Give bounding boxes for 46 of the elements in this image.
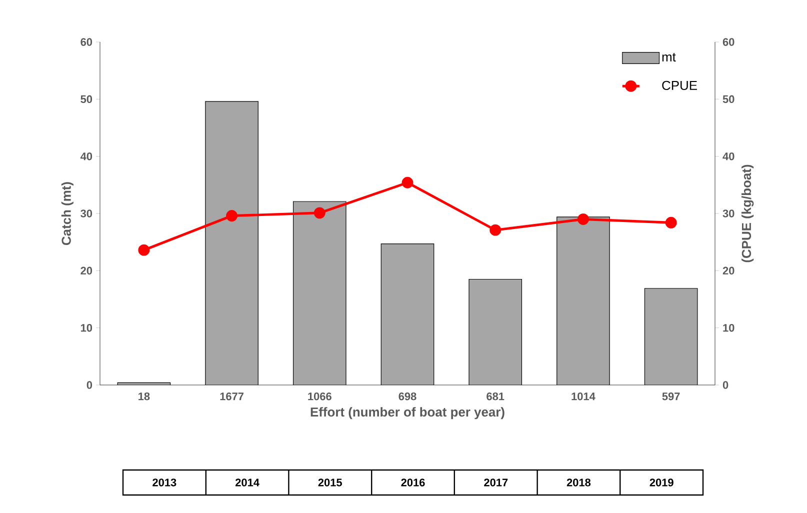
y-tick-label: 60 (80, 38, 92, 46)
legend-label: mt (662, 53, 676, 62)
point (226, 210, 238, 222)
x-tick-label: 1677 (220, 392, 244, 400)
point (490, 224, 502, 236)
point (402, 176, 414, 188)
bar (469, 279, 522, 385)
text: 2016 (401, 478, 425, 486)
point (138, 244, 150, 256)
y2-tick-label: 40 (722, 152, 734, 160)
x-tick-label: 1014 (572, 392, 596, 400)
text: 2018 (566, 478, 591, 486)
bar (381, 244, 434, 385)
bar (556, 216, 610, 385)
y2-axis-title: (CPUE (kg/boat) (742, 164, 754, 262)
y-tick-label: 10 (80, 324, 92, 332)
text: 2019 (650, 478, 674, 486)
y-tick-label: 0 (86, 381, 92, 389)
y2-tick-label: 50 (722, 95, 734, 104)
y2-tick-label: 30 (722, 210, 734, 218)
point (665, 216, 677, 228)
y-tick-label: 40 (80, 152, 92, 160)
y2-tick-label: 60 (722, 38, 734, 46)
bar (205, 101, 258, 385)
text: 2014 (235, 478, 260, 486)
y-tick-label: 20 (80, 266, 92, 275)
bar (293, 201, 346, 385)
y-tick-label: 30 (80, 210, 92, 218)
x-axis-title: Effort (number of boat per year) (310, 407, 504, 420)
y2-tick-label: 20 (722, 266, 734, 275)
point (314, 207, 326, 219)
y-axis-title: Catch (mt) (61, 182, 74, 245)
bar (644, 288, 698, 385)
y-tick-label: 50 (80, 95, 92, 104)
x-tick-label: 18 (138, 392, 150, 400)
legend-label: CPUE (662, 80, 697, 90)
text: 2015 (318, 478, 342, 486)
x-tick-label: 681 (486, 392, 504, 400)
y2-tick-label: 0 (722, 381, 728, 389)
x-tick-label: 1066 (308, 392, 332, 400)
text: 2013 (152, 478, 176, 486)
text: 2017 (484, 478, 508, 486)
y2-tick-label: 10 (723, 324, 734, 332)
point (577, 213, 589, 225)
x-tick-label: 597 (662, 392, 680, 400)
x-tick-label: 698 (398, 392, 416, 400)
